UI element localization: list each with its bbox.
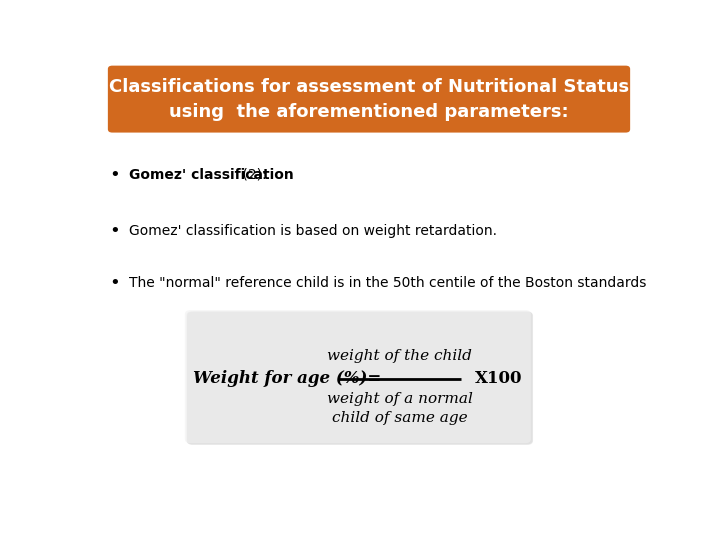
Text: weight of a normal: weight of a normal [327, 392, 472, 406]
FancyBboxPatch shape [108, 66, 630, 133]
Text: Classifications for assessment of Nutritional Status: Classifications for assessment of Nutrit… [109, 78, 629, 96]
Text: Weight for age (%)=: Weight for age (%)= [193, 370, 382, 387]
Text: Gomez' classification is based on weight retardation.: Gomez' classification is based on weight… [129, 224, 497, 238]
Text: •: • [109, 222, 120, 240]
Text: weight of the child: weight of the child [328, 349, 472, 363]
Text: (2):: (2): [238, 168, 266, 182]
Text: using  the aforementioned parameters:: using the aforementioned parameters: [169, 103, 569, 122]
Text: The "normal" reference child is in the 50th centile of the Boston standards: The "normal" reference child is in the 5… [129, 276, 647, 290]
FancyBboxPatch shape [185, 310, 531, 443]
FancyBboxPatch shape [186, 312, 533, 444]
Text: child of same age: child of same age [332, 411, 467, 425]
Text: Gomez' classification: Gomez' classification [129, 168, 294, 182]
Text: •: • [109, 274, 120, 292]
Text: X100: X100 [475, 370, 523, 387]
Text: •: • [109, 166, 120, 184]
FancyBboxPatch shape [187, 312, 533, 445]
